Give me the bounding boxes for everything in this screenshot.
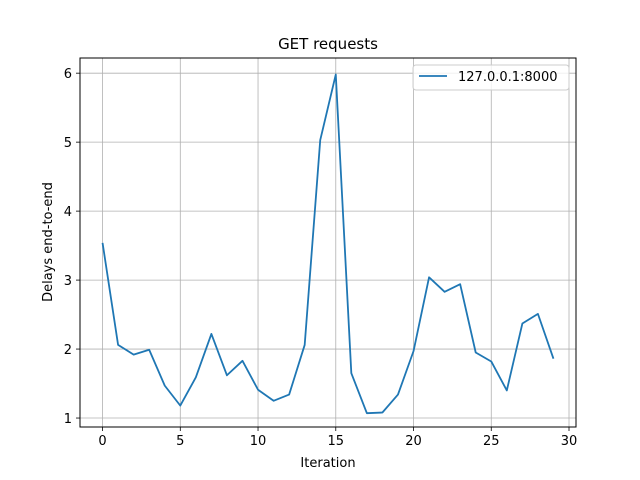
axis-ticks: 0 5 10 15 20 25 30 1 2 3 4 5 6 bbox=[64, 67, 578, 449]
x-tick-label: 5 bbox=[176, 434, 184, 449]
x-tick-label: 30 bbox=[561, 434, 578, 449]
chart-title: GET requests bbox=[278, 35, 378, 53]
y-axis-label: Delays end-to-end bbox=[41, 182, 56, 302]
x-tick-label: 25 bbox=[483, 434, 500, 449]
y-tick-label: 2 bbox=[64, 343, 72, 358]
legend: 127.0.0.1:8000 bbox=[412, 64, 570, 91]
legend-label: 127.0.0.1:8000 bbox=[458, 70, 558, 85]
legend-box bbox=[412, 64, 570, 91]
y-tick-label: 4 bbox=[64, 205, 72, 220]
axes-frame bbox=[79, 57, 577, 428]
x-axis-label: Iteration bbox=[300, 456, 355, 471]
series-line-0 bbox=[101, 73, 555, 415]
x-tick-label: 15 bbox=[328, 434, 345, 449]
y-tick-label: 6 bbox=[64, 67, 72, 82]
x-tick-label: 10 bbox=[250, 434, 267, 449]
series-lines bbox=[101, 73, 555, 415]
grid-lines bbox=[80, 58, 576, 427]
x-tick-label: 20 bbox=[405, 434, 422, 449]
y-tick-label: 1 bbox=[64, 412, 72, 427]
y-tick-label: 3 bbox=[64, 274, 72, 289]
x-tick-label: 0 bbox=[98, 434, 106, 449]
y-tick-label: 5 bbox=[64, 136, 72, 151]
